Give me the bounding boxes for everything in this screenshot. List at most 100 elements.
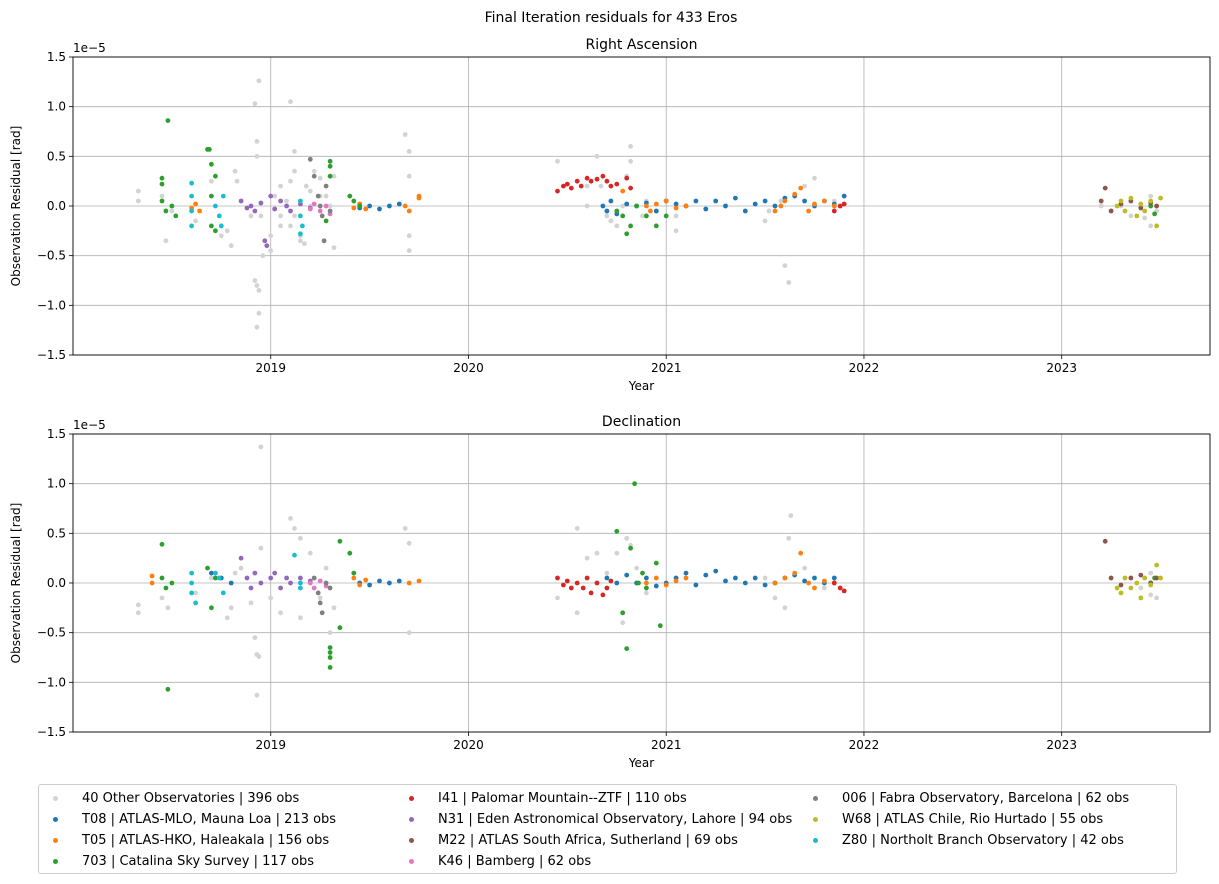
x-tick-label: 2020: [453, 361, 484, 375]
data-point: [220, 193, 226, 199]
data-point: [173, 213, 179, 219]
data-point: [224, 228, 230, 234]
data-point: [1148, 570, 1154, 576]
data-point: [377, 206, 382, 212]
data-point: [327, 585, 333, 591]
data-point: [1148, 193, 1154, 199]
series-group: [1114, 195, 1163, 229]
data-point: [600, 592, 606, 598]
data-point: [307, 580, 313, 586]
data-point: [159, 595, 165, 601]
data-point: [822, 578, 827, 584]
data-point: [574, 526, 580, 531]
data-point: [260, 253, 266, 259]
legend-label: 40 Other Observatories | 396 obs: [82, 791, 300, 806]
data-point: [254, 153, 260, 159]
data-point: [614, 181, 620, 187]
y-tick-label: −1.0: [37, 298, 66, 312]
legend-entry: 006 | Fabra Observatory, Barcelona | 62 …: [799, 788, 1129, 809]
data-point: [628, 223, 633, 229]
data-point: [406, 630, 412, 636]
legend-marker-icon: [813, 796, 818, 801]
legend-marker-icon: [53, 817, 58, 822]
series-group: [135, 444, 1159, 698]
data-point: [319, 213, 325, 219]
data-point: [620, 203, 626, 209]
data-point: [624, 201, 630, 207]
data-point: [337, 538, 343, 544]
data-point: [406, 173, 412, 179]
data-point: [831, 580, 837, 586]
data-point: [292, 213, 297, 219]
series-group: [189, 552, 303, 606]
data-point: [1154, 595, 1159, 601]
y-tick-label: −1.5: [37, 725, 66, 739]
data-point: [193, 590, 199, 596]
data-point: [1154, 223, 1159, 229]
data-point: [307, 550, 313, 556]
data-point: [634, 203, 639, 209]
data-point: [663, 582, 669, 588]
data-point: [149, 580, 155, 586]
data-point: [772, 580, 778, 586]
series-group: [189, 180, 305, 237]
data-point: [673, 228, 679, 234]
data-point: [614, 208, 620, 214]
data-point: [644, 213, 649, 219]
data-point: [578, 183, 584, 189]
data-point: [766, 208, 772, 214]
data-point: [1148, 198, 1154, 204]
data-point: [323, 580, 329, 586]
data-point: [1118, 198, 1124, 204]
data-point: [292, 552, 297, 558]
series-group: [555, 173, 847, 214]
data-point: [234, 178, 240, 184]
data-point: [812, 175, 817, 181]
y-tick-label: 1.5: [47, 50, 66, 64]
data-point: [278, 213, 283, 219]
data-point: [636, 580, 641, 586]
data-point: [1102, 185, 1108, 191]
data-point: [555, 575, 560, 581]
data-point: [323, 183, 329, 189]
data-point: [608, 183, 614, 189]
data-point: [614, 550, 620, 556]
data-point: [169, 580, 175, 586]
data-point: [1134, 213, 1140, 219]
data-point: [798, 550, 804, 556]
data-point: [303, 183, 309, 189]
data-point: [402, 526, 408, 531]
data-point: [258, 200, 264, 206]
data-point: [159, 541, 165, 547]
data-point: [323, 565, 329, 571]
data-point: [713, 198, 719, 204]
data-point: [292, 149, 297, 154]
data-point: [600, 173, 606, 179]
y-tick-label: 0.0: [47, 199, 66, 213]
data-point: [762, 582, 768, 588]
data-point: [272, 193, 278, 199]
data-point: [135, 188, 141, 194]
x-tick-label: 2019: [255, 361, 286, 375]
data-point: [311, 585, 317, 591]
data-point: [812, 585, 817, 591]
data-point: [228, 580, 234, 586]
data-point: [624, 572, 630, 578]
data-point: [416, 193, 422, 199]
data-point: [311, 173, 317, 179]
data-point: [632, 481, 637, 487]
y-tick-label: −1.5: [37, 348, 66, 362]
data-point: [213, 173, 218, 179]
data-point: [673, 213, 679, 219]
data-point: [673, 201, 679, 207]
series-group: [189, 185, 837, 214]
data-point: [802, 565, 807, 571]
data-point: [207, 147, 212, 152]
data-point: [564, 181, 570, 187]
legend-label: 703 | Catalina Sky Survey | 117 obs: [82, 854, 315, 869]
data-point: [193, 201, 199, 207]
series-group: [307, 201, 333, 217]
data-point: [317, 203, 323, 209]
data-point: [1158, 575, 1163, 581]
